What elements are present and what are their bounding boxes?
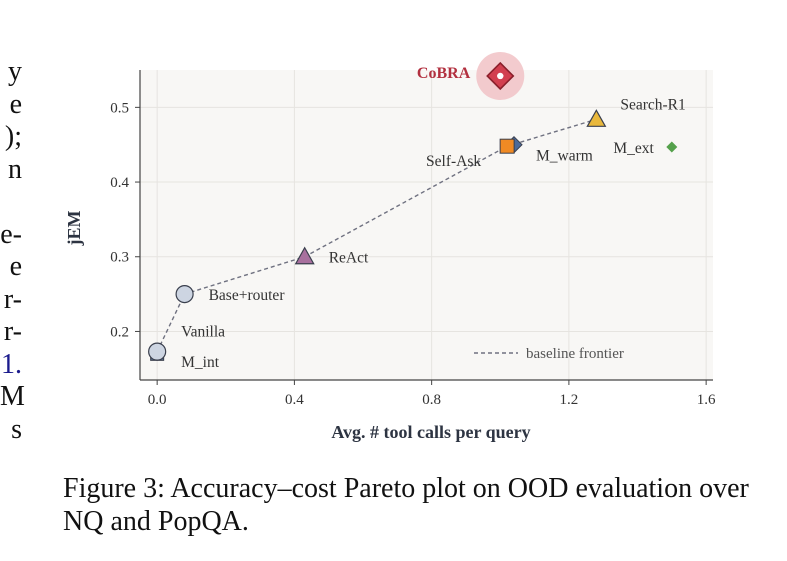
left-fragment-line: r- [3,316,22,347]
x-tick-label: 0.8 [422,392,441,408]
x-tick-label: 0.0 [148,392,167,408]
point-cobra: CoBRA [417,51,525,100]
point-self-ask: Self-Ask [426,138,515,170]
left-fragment-line: e- [0,218,22,250]
point-react: ReAct [294,246,369,267]
y-tick-label: 0.3 [110,250,129,266]
x-tick-label: 1.2 [560,392,579,408]
legend: baseline frontier [474,346,624,362]
left-fragment-line: e [9,88,22,120]
y-tick-label: 0.2 [110,324,129,340]
point-label: Self-Ask [426,153,481,170]
point-label: Search-R1 [620,96,685,113]
x-axis-title: Avg. # tool calls per query [331,422,530,442]
legend-label: baseline frontier [526,346,624,362]
left-fragment-line: e [9,251,22,282]
left-fragment-line: y [8,56,22,87]
point-base-router: Base+router [175,284,286,304]
y-axis-title: jEM [64,211,84,247]
y-tick-label: 0.4 [110,175,129,191]
pareto-chart: M_int Vanilla Base+router ReAct M_warm Self-A… [64,51,716,442]
point-label: M_warm [536,148,593,165]
left-fragment-line: ); [4,121,22,152]
y-tick-label: 0.5 [110,100,129,116]
point-label: M_ext [613,140,654,157]
point-vanilla: Vanilla [148,324,225,361]
point-label: Vanilla [181,324,225,341]
left-fragment-line: r- [3,283,22,315]
plot-area [140,70,713,380]
point-search-r1: Search-R1 [586,96,686,127]
axes [139,70,713,381]
point-label: M_int [181,354,220,371]
left-fragment-line: s [11,413,22,445]
tick-labels: 0.0 0.4 0.8 1.2 1.6 0.2 0.3 0.4 0.5 [110,100,716,408]
point-m-ext: M_ext [613,140,678,157]
grid-lines [140,70,713,380]
data-points: M_int Vanilla Base+router ReAct M_warm Self-A… [148,51,686,371]
point-label: CoBRA [417,65,471,82]
left-fragment-line: M [0,381,25,412]
x-tick-label: 0.4 [285,392,304,408]
left-fragment-line: n [8,153,22,185]
point-label: ReAct [329,250,369,267]
point-label: Base+router [209,287,286,304]
x-tick-label: 1.6 [697,392,716,408]
figure-caption: Figure 3: Accuracy–cost Pareto plot on O… [63,473,749,537]
left-fragment-line: 1. [1,348,22,380]
